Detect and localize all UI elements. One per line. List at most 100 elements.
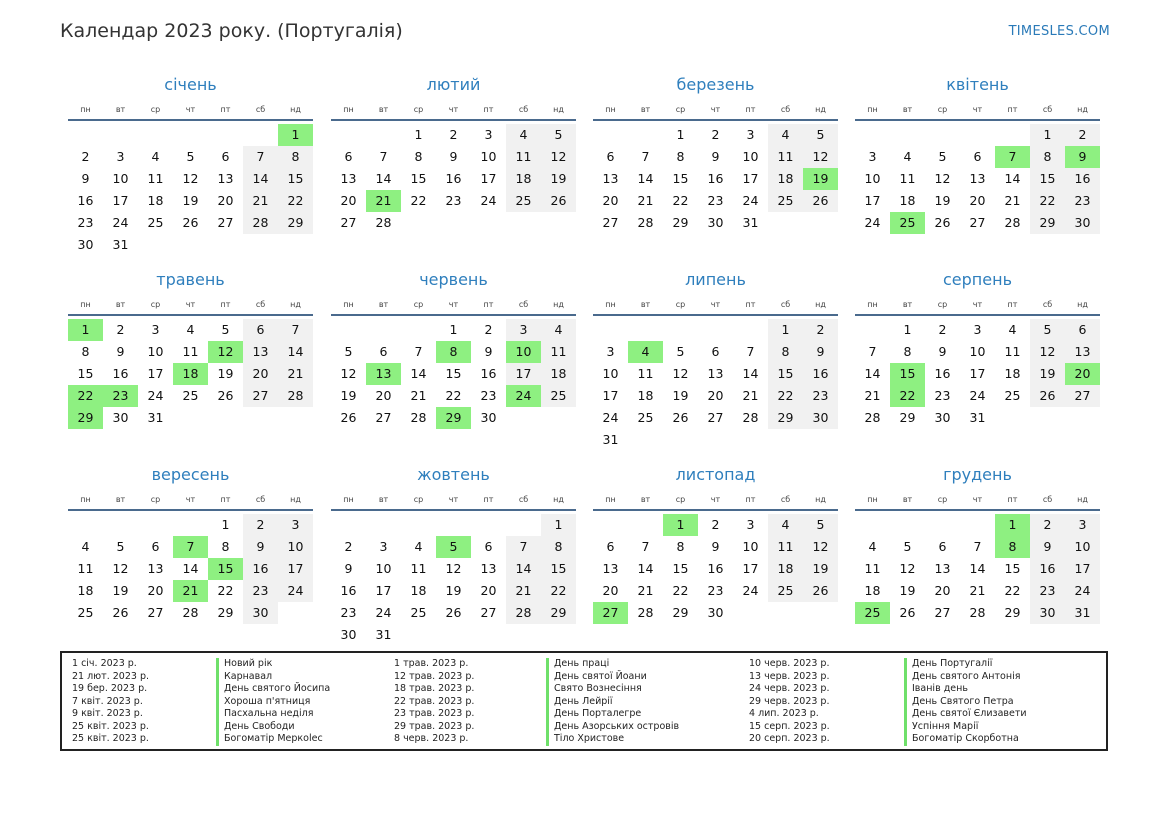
weekday-label: нд [553, 299, 564, 309]
holiday-name: Тіло Христове [546, 733, 679, 746]
month-name: серпень [943, 270, 1012, 289]
day-cell: 14 [182, 561, 199, 576]
day-cell: 13 [602, 561, 619, 576]
weekday-label: чт [185, 104, 196, 114]
holiday-name: День Азорських островів [546, 720, 679, 733]
weekday-label: пт [220, 494, 231, 504]
weekday-label: чт [448, 104, 459, 114]
day-grid: 1 2 3 4 5 6 7 8 9 10 11 12 13 14 15 16 17 18 19 20 21 22 23 24 2… [331, 514, 576, 646]
month-10: жовтень пн вт ср чт пт сб нд 1 2 3 4 5 6 7 8 9 10 11 12 13 14… [331, 464, 576, 646]
weekday-label: ср [413, 104, 424, 114]
day-cell: 7 [379, 149, 388, 164]
day-cell: 21 [278, 363, 313, 385]
day-cell: 10 [969, 344, 986, 359]
holiday-name: День святої Єлизавети [904, 708, 1027, 721]
day-cell: 10 [602, 366, 619, 381]
day-cell: 8 [221, 539, 230, 554]
day-cell: 27 [602, 215, 619, 230]
day-cell: 4 [506, 124, 541, 146]
holiday-date: 9 квіт. 2023 р. [72, 708, 143, 719]
day-cell: 15 [1030, 168, 1065, 190]
day-cell: 10 [864, 171, 881, 186]
day-cell: 19 [541, 168, 576, 190]
day-cell: 2 [243, 514, 278, 536]
day-cell: 14 [243, 168, 278, 190]
weekday-label: вт [378, 494, 389, 504]
day-cell: 18 [637, 388, 654, 403]
holiday-date: 25 квіт. 2023 р. [72, 733, 149, 744]
day-grid: 1 2 3 4 5 6 7 8 9 10 11 12 13 14 15 16 17 18 19 20 21 22 23 24 2… [855, 514, 1100, 624]
day-cell: 28 [243, 212, 278, 234]
weekday-label: чт [185, 494, 196, 504]
day-cell: 30 [243, 602, 278, 624]
day-cell: 2 [1030, 514, 1065, 536]
day-grid: 1 2 3 4 5 6 7 8 9 10 11 12 13 14 15 16 17 18 19 20 21 22 23 24 2… [331, 124, 576, 234]
day-cell: 11 [864, 561, 881, 576]
day-cell: 28 [742, 410, 759, 425]
day-cell: 2 [449, 127, 458, 142]
day-cell: 3 [506, 319, 541, 341]
day-cell: 16 [707, 171, 724, 186]
day-cell: 22 [445, 388, 462, 403]
day-cell: 16 [803, 363, 838, 385]
day-cell: 13 [602, 171, 619, 186]
day-cell: 13 [480, 561, 497, 576]
empty-cell [243, 124, 278, 146]
weekday-label: вт [640, 104, 651, 114]
day-cell: 19 [217, 366, 234, 381]
day-cell: 9 [803, 341, 838, 363]
holiday-day-cell: 27 [593, 602, 628, 624]
day-cell: 26 [803, 190, 838, 212]
day-cell: 22 [768, 385, 803, 407]
holiday-day-cell: 12 [208, 341, 243, 363]
empty-cell [890, 124, 925, 146]
holiday-day-cell: 15 [890, 363, 925, 385]
day-cell: 22 [1004, 583, 1021, 598]
holiday-dates-column: 1 трав. 2023 р. 12 трав. 2023 р. 18 трав. … [394, 658, 474, 746]
weekday-label: ср [413, 494, 424, 504]
day-cell: 5 [803, 514, 838, 536]
weekday-label: пт [1007, 104, 1018, 114]
empty-cell [208, 124, 243, 146]
day-cell: 30 [340, 627, 357, 642]
day-cell: 25 [410, 605, 427, 620]
site-link[interactable]: TIMESLES.COM [1008, 24, 1110, 39]
day-cell: 22 [672, 193, 689, 208]
day-cell: 24 [742, 583, 759, 598]
day-cell: 20 [147, 583, 164, 598]
holiday-day-cell: 24 [506, 385, 541, 407]
holiday-day-cell: 8 [436, 341, 471, 363]
holiday-name: День святої Йоани [546, 670, 679, 683]
weekday-header: пн вт ср чт пт сб нд [593, 294, 838, 316]
day-cell: 22 [1030, 190, 1065, 212]
day-cell: 6 [606, 539, 615, 554]
holiday-date: 7 квіт. 2023 р. [72, 695, 143, 707]
weekday-label: нд [815, 299, 826, 309]
weekday-label: сб [255, 104, 266, 114]
holiday-day-cell: 21 [173, 580, 208, 602]
empty-cell [855, 319, 890, 341]
holiday-date: 23 трав. 2023 р. [394, 708, 475, 719]
day-cell: 2 [484, 322, 493, 337]
holiday-name: День святого Антонія [904, 670, 1027, 683]
weekday-label: сб [780, 299, 791, 309]
holiday-day-cell: 21 [366, 190, 401, 212]
empty-cell [960, 514, 995, 536]
day-cell: 7 [278, 319, 313, 341]
day-cell: 20 [340, 193, 357, 208]
day-cell: 5 [903, 539, 912, 554]
day-cell: 14 [410, 366, 427, 381]
day-cell: 24 [375, 605, 392, 620]
empty-cell [366, 124, 401, 146]
empty-cell [925, 514, 960, 536]
weekday-label: вт [115, 299, 126, 309]
day-cell: 29 [541, 602, 576, 624]
day-cell: 28 [637, 605, 654, 620]
empty-cell [436, 514, 471, 536]
holiday-name: День праці [546, 658, 679, 671]
month-name: листопад [675, 465, 756, 484]
weekday-label: сб [780, 494, 791, 504]
day-cell: 24 [864, 215, 881, 230]
day-cell: 6 [243, 319, 278, 341]
day-cell: 11 [506, 146, 541, 168]
